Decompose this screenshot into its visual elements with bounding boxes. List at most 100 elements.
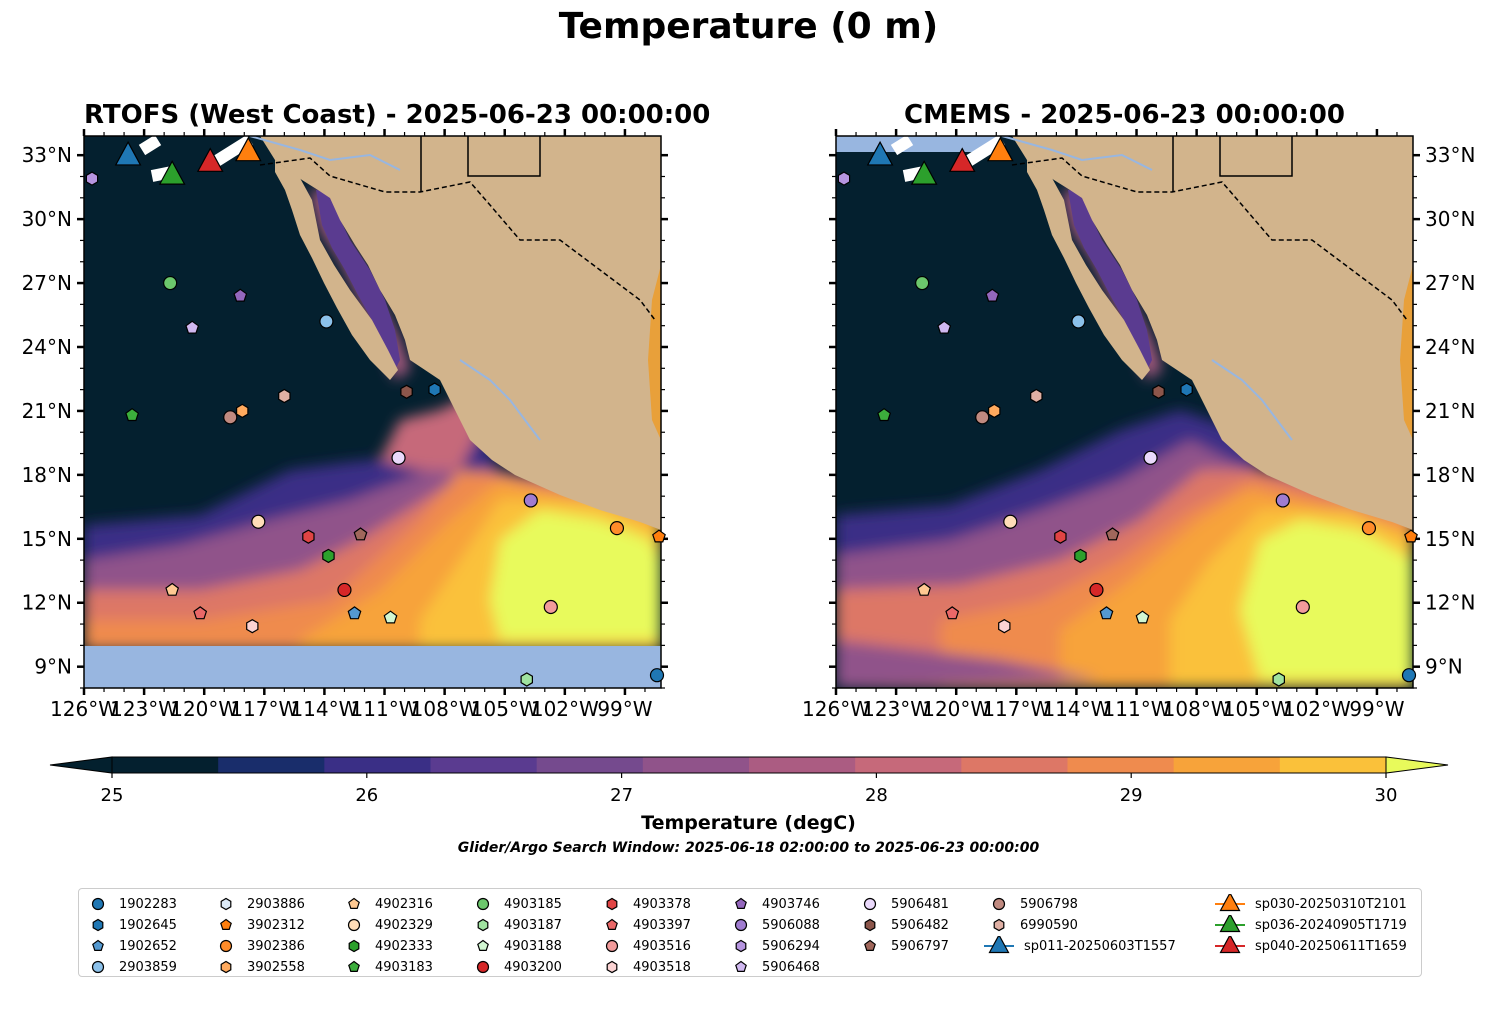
legend-float-marker[interactable] (91, 960, 105, 974)
map-panel-rtofs[interactable]: 126°W123°W120°W117°W114°W111°W108°W105°W… (22, 129, 668, 721)
float-marker-4902316[interactable] (165, 582, 180, 596)
legend-float-marker[interactable] (219, 939, 233, 953)
glider-marker-sp030-20250310T2101[interactable] (234, 136, 262, 162)
float-marker-3902558[interactable] (236, 403, 249, 419)
legend-glider-marker[interactable] (1219, 933, 1241, 954)
float-marker-1902652[interactable] (1099, 606, 1114, 620)
float-marker-3902558[interactable] (988, 403, 1001, 419)
float-marker-5906481[interactable] (1143, 450, 1158, 465)
float-marker-6990590[interactable] (1030, 388, 1043, 404)
legend-float-marker[interactable] (606, 960, 618, 974)
float-marker-4903187[interactable] (1272, 672, 1285, 687)
float-marker-5906481[interactable] (391, 450, 406, 465)
float-marker-1902645[interactable] (428, 382, 441, 397)
legend-float-marker[interactable] (735, 897, 747, 909)
float-marker-5906468[interactable] (185, 320, 200, 334)
legend-float-marker[interactable] (735, 960, 747, 972)
float-marker-6990590[interactable] (278, 388, 291, 404)
float-marker-4903185[interactable] (915, 275, 930, 291)
float-marker-4903188[interactable] (383, 610, 398, 624)
legend-float-marker[interactable] (347, 918, 361, 932)
float-marker-5906798[interactable] (223, 410, 238, 425)
glider-marker-sp011-20250603T1557[interactable] (866, 140, 894, 166)
float-marker-4903188[interactable] (1135, 610, 1150, 624)
glider-marker-sp030-20250310T2101[interactable] (986, 136, 1014, 162)
legend-glider-marker[interactable] (988, 933, 1010, 954)
float-marker-3902386[interactable] (609, 521, 625, 536)
legend-float-marker[interactable] (220, 918, 232, 930)
glider-marker-sp036-20240905T1719[interactable] (158, 160, 186, 185)
legend-float-marker[interactable] (348, 939, 360, 953)
float-marker-4902329[interactable] (1003, 514, 1018, 529)
float-marker-4903518[interactable] (246, 619, 259, 634)
float-marker-5906482[interactable] (400, 384, 413, 399)
legend-float-marker[interactable] (476, 897, 490, 911)
float-marker-4903200[interactable] (337, 582, 352, 598)
float-marker-4903746[interactable] (233, 288, 248, 302)
float-marker-4903516[interactable] (1295, 599, 1310, 615)
float-marker-3902386[interactable] (1361, 521, 1377, 536)
float-marker-4903516[interactable] (543, 599, 558, 615)
float-marker-2903859[interactable] (1071, 314, 1086, 329)
legend-float-marker[interactable] (992, 897, 1006, 911)
float-marker-5906088[interactable] (523, 493, 538, 508)
float-marker-5906294[interactable] (85, 171, 99, 186)
legend-float-marker[interactable] (477, 918, 489, 932)
legend-float-marker[interactable] (92, 918, 104, 932)
legend-float-marker[interactable] (348, 960, 360, 972)
float-marker-1902283[interactable] (1401, 668, 1417, 683)
float-markers-rtofs[interactable] (85, 136, 666, 687)
float-marker-4903397[interactable] (945, 606, 960, 620)
float-marker-5906294[interactable] (837, 171, 851, 186)
float-marker-4903183[interactable] (125, 407, 140, 422)
float-marker-3902312[interactable] (1404, 529, 1418, 543)
float-marker-4902333[interactable] (1074, 548, 1087, 564)
legend-float-marker[interactable] (735, 939, 747, 953)
legend-float-marker[interactable] (606, 897, 618, 911)
float-marker-1902645[interactable] (1180, 382, 1193, 397)
float-marker-5906797[interactable] (1105, 527, 1120, 541)
legend-float-marker[interactable] (864, 918, 876, 932)
legend-float-marker[interactable] (863, 897, 877, 911)
legend-glider-marker[interactable] (1219, 891, 1241, 912)
map-panel-cmems[interactable]: 126°W123°W120°W117°W114°W111°W108°W105°W… (802, 129, 1475, 721)
float-marker-4903187[interactable] (520, 672, 533, 687)
glider-marker-sp036-20240905T1719[interactable] (910, 160, 938, 185)
float-marker-4903200[interactable] (1089, 582, 1104, 598)
float-marker-4903518[interactable] (998, 619, 1011, 634)
legend-float-marker[interactable] (220, 960, 232, 974)
legend-float-marker[interactable] (993, 918, 1005, 932)
float-marker-4902333[interactable] (322, 548, 335, 564)
legend-float-marker[interactable] (220, 897, 232, 911)
glider-marker-sp040-20250611T1659[interactable] (196, 147, 224, 172)
float-marker-1902283[interactable] (649, 668, 665, 683)
float-marker-4903746[interactable] (985, 288, 1000, 302)
float-marker-4902316[interactable] (917, 582, 932, 596)
legend-float-marker[interactable] (864, 939, 876, 951)
legend-float-marker[interactable] (734, 918, 748, 932)
float-marker-4903397[interactable] (193, 606, 208, 620)
float-marker-3902312[interactable] (652, 529, 666, 543)
float-marker-5906482[interactable] (1152, 384, 1165, 399)
legend-float-marker[interactable] (92, 939, 104, 951)
float-marker-4903183[interactable] (877, 407, 892, 422)
float-marker-4903378[interactable] (302, 529, 315, 544)
legend-float-marker[interactable] (348, 897, 360, 909)
float-marker-4903185[interactable] (163, 275, 178, 291)
float-markers-cmems[interactable] (837, 136, 1418, 687)
float-marker-5906088[interactable] (1275, 493, 1290, 508)
float-marker-4903378[interactable] (1054, 529, 1067, 544)
legend-float-marker[interactable] (476, 960, 490, 974)
legend-glider-marker[interactable] (1219, 912, 1241, 933)
glider-marker-sp011-20250603T1557[interactable] (114, 140, 142, 166)
legend-float-marker[interactable] (91, 897, 105, 911)
legend-float-marker[interactable] (477, 939, 489, 951)
float-marker-5906798[interactable] (975, 410, 990, 425)
float-marker-5906797[interactable] (353, 527, 368, 541)
legend-float-marker[interactable] (606, 918, 618, 930)
glider-marker-sp040-20250611T1659[interactable] (948, 147, 976, 172)
float-marker-4902329[interactable] (251, 514, 266, 529)
float-marker-2903859[interactable] (319, 314, 334, 329)
float-marker-5906468[interactable] (937, 320, 952, 334)
float-marker-1902652[interactable] (347, 606, 362, 620)
